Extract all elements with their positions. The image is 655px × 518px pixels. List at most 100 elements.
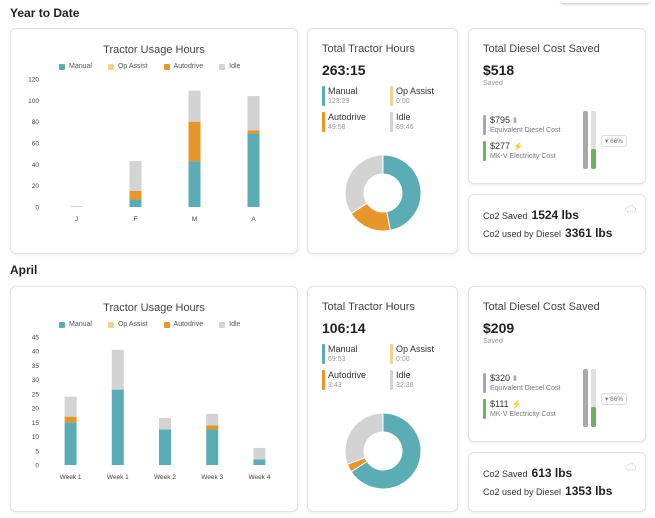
equivalent-diesel-cost: $795 ▮ Equivalent Diesel Cost <box>483 115 560 135</box>
y-tick-label: 25 <box>32 391 40 398</box>
x-tick-label: Week 1 <box>107 474 129 481</box>
fuel-icon: ▮ <box>513 117 517 124</box>
lightning-icon: ⚡ <box>511 400 522 409</box>
percent-badge: ▾ 66% <box>601 393 628 405</box>
diesel-cost-sub: Saved <box>483 80 503 87</box>
total-hours-title: Total Tractor Hours <box>322 301 415 313</box>
diesel-cost-value: $209 <box>483 320 515 336</box>
y-tick-label: 40 <box>32 349 40 356</box>
y-tick-label: 0 <box>35 205 39 212</box>
total-hours-card: Total Tractor Hours 106:14 Manual 69:53 O… <box>307 286 458 512</box>
x-tick-label: F <box>134 216 138 223</box>
fuel-icon: ▮ <box>513 375 517 382</box>
legend-manual: Manual <box>59 321 92 328</box>
y-tick-label: 30 <box>32 377 40 384</box>
bar-segment-idle[interactable] <box>129 161 142 191</box>
chart-title: Tractor Usage Hours <box>103 302 205 314</box>
chart-title: Tractor Usage Hours <box>103 44 205 56</box>
bar-segment-manual[interactable] <box>129 199 142 207</box>
section-title-april: April <box>10 263 38 277</box>
usage-chart-card: Tractor Usage Hours Manual Op Assist Aut… <box>10 28 298 254</box>
y-tick-label: 45 <box>32 335 40 342</box>
co2-diesel: Co2 used by Diesel 1353 lbs <box>483 484 613 498</box>
y-tick-label: 10 <box>32 434 40 441</box>
bar-segment-manual[interactable] <box>206 429 219 465</box>
bar-segment-idle[interactable] <box>159 418 171 430</box>
hours-donut-chart <box>344 154 422 232</box>
electric-level-fill <box>591 148 596 169</box>
legend-op-assist: Op Assist <box>107 63 148 70</box>
hours-donut-chart <box>344 412 422 490</box>
bar-segment-manual[interactable] <box>111 389 124 465</box>
usage-bar-chart: 120 100 80 60 40 20 0 J F M A <box>28 77 260 223</box>
percent-badge: ▾ 66% <box>601 135 628 147</box>
lightning-icon: ⚡ <box>513 142 523 151</box>
electricity-cost: $277 ⚡ MK-V Electricity Cost <box>483 141 556 161</box>
bar-segment-autodrive[interactable] <box>206 425 219 430</box>
usage-chart-card: Tractor Usage Hours Manual Op Assist Aut… <box>10 286 298 512</box>
total-hours-card: Total Tractor Hours 263:15 Manual 123:29 … <box>307 28 458 254</box>
window-edge <box>560 0 650 4</box>
bar-segment-idle[interactable] <box>253 447 266 460</box>
equivalent-diesel-cost: $320 ▮ Equivalent Diesel Cost <box>483 373 560 393</box>
bar-segment-manual[interactable] <box>64 422 77 465</box>
co2-card: Co2 Saved 613 lbs Co2 used by Diesel 1353 … <box>468 452 646 512</box>
diesel-level-bar <box>583 369 588 427</box>
electricity-cost: $111 ⚡ MK-V Electricity Cost <box>483 399 556 419</box>
bar-segment-manual[interactable] <box>188 161 201 207</box>
donut-slice-idle[interactable] <box>344 154 384 215</box>
bar-segment-manual[interactable] <box>247 133 260 207</box>
bar-segment-idle[interactable] <box>70 205 83 207</box>
section-title-ytd: Year to Date <box>10 6 80 20</box>
total-hours-value: 263:15 <box>322 62 366 78</box>
stat-manual: Manual 123:29 <box>322 86 358 106</box>
y-tick-label: 120 <box>28 77 39 84</box>
cloud-icon <box>625 463 637 471</box>
y-tick-label: 5 <box>35 448 39 455</box>
y-tick-label: 0 <box>35 463 39 470</box>
bar-segment-manual[interactable] <box>159 429 171 465</box>
stat-autodrive: Autodrive 3:43 <box>322 370 366 390</box>
cloud-icon <box>625 205 637 213</box>
x-tick-label: Week 1 <box>60 474 82 481</box>
co2-saved: Co2 Saved 1524 lbs <box>483 208 579 222</box>
legend-idle: Idle <box>219 63 240 70</box>
bar-segment-idle[interactable] <box>64 396 77 417</box>
y-tick-label: 20 <box>32 406 40 413</box>
electric-level-track <box>591 369 596 427</box>
bar-segment-idle[interactable] <box>111 349 124 390</box>
electric-level-fill <box>591 406 596 427</box>
x-tick-label: A <box>251 216 256 223</box>
y-tick-label: 35 <box>32 363 40 370</box>
donut-slice-manual[interactable] <box>382 154 422 231</box>
stat-manual: Manual 69:53 <box>322 344 358 364</box>
usage-bar-chart: 45 40 35 30 25 20 15 10 5 0 Week 1 Week 1 Week 2 Week… <box>32 335 271 482</box>
diesel-cost-sub: Saved <box>483 338 503 345</box>
bar-segment-autodrive[interactable] <box>247 130 260 134</box>
total-hours-title: Total Tractor Hours <box>322 43 415 55</box>
bar-segment-autodrive[interactable] <box>129 191 142 200</box>
bar-segment-autodrive[interactable] <box>64 416 77 423</box>
legend-autodrive: Autodrive <box>163 63 203 70</box>
bar-segment-idle[interactable] <box>247 96 260 131</box>
y-tick-label: 60 <box>32 141 40 148</box>
diesel-cost-value: $518 <box>483 62 515 78</box>
co2-diesel: Co2 used by Diesel 3361 lbs <box>483 226 613 240</box>
stat-op-assist: Op Assist 0:00 <box>390 86 434 106</box>
stat-autodrive: Autodrive 49:58 <box>322 112 366 132</box>
donut-slice-idle[interactable] <box>344 412 384 465</box>
electric-level-track <box>591 111 596 169</box>
y-tick-label: 15 <box>32 420 40 427</box>
y-tick-label: 40 <box>32 162 40 169</box>
x-tick-label: M <box>192 216 197 223</box>
stat-idle: Idle 32:38 <box>390 370 414 390</box>
bar-segment-manual[interactable] <box>253 459 266 465</box>
bar-segment-idle[interactable] <box>188 90 201 122</box>
legend-autodrive: Autodrive <box>163 321 203 328</box>
x-tick-label: Week 2 <box>154 474 176 481</box>
bar-segment-autodrive[interactable] <box>188 121 201 162</box>
donut-slice-manual[interactable] <box>350 412 422 490</box>
diesel-cost-card: Total Diesel Cost Saved $518 Saved $795 ▮… <box>468 28 646 184</box>
y-tick-label: 20 <box>32 183 40 190</box>
bar-segment-idle[interactable] <box>206 413 219 426</box>
